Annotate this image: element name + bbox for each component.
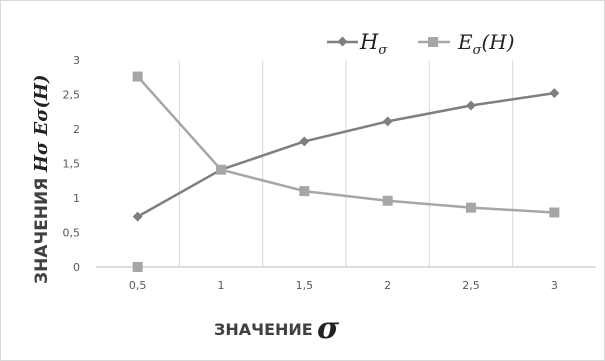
data-point-h-sigma (382, 116, 393, 127)
legend-entry-e-sigma: Eσ(H) (418, 30, 515, 58)
legend-marker-e-sigma (428, 37, 438, 47)
legend-label-h-sigma: Hσ (359, 30, 388, 58)
y-tick-label: 1,5 (63, 158, 81, 171)
data-point-e-sigma-extra (132, 262, 143, 272)
data-point-e-sigma (382, 195, 393, 206)
x-tick-label: 1 (218, 279, 225, 292)
data-point-e-sigma (299, 186, 310, 197)
y-tick-label: 0 (73, 261, 80, 274)
data-point-h-sigma (132, 211, 143, 222)
x-axis-symbol: σ (317, 311, 340, 346)
grid-layer (178, 60, 514, 267)
x-tick-label: 0,5 (129, 279, 147, 292)
data-point-e-sigma (466, 202, 476, 213)
data-point-h-sigma (299, 136, 310, 147)
legend-label-e-sigma: Eσ(H) (457, 30, 515, 58)
y-tick-label: 2,5 (63, 89, 81, 102)
data-point-e-sigma (132, 71, 143, 82)
y-tick-label: 2 (73, 123, 80, 136)
series-line-h-sigma (137, 91, 555, 218)
legend-marker-h-sigma (337, 36, 348, 47)
x-axis-title: ЗНАЧЕНИЕ σ (214, 311, 340, 346)
y-axis-symbols: Hσ Eσ(H) (31, 74, 52, 173)
x-tick-label: 3 (551, 279, 558, 292)
y-tick-label: 3 (73, 54, 80, 67)
series-layer (132, 71, 560, 272)
data-point-h-sigma (466, 100, 476, 111)
y-tick-label: 0,5 (63, 227, 81, 240)
series-line-e-sigma (136, 75, 555, 214)
legend-entry-h-sigma: Hσ (327, 30, 388, 58)
y-tick-label: 1 (73, 192, 80, 205)
x-tick-label: 2 (384, 279, 391, 292)
data-point-e-sigma (216, 164, 226, 175)
axis-layer: 0 0,5 1 1,5 2 2,5 3 0,5 1 1,5 2 2,5 3 (63, 54, 596, 292)
legend: Hσ Eσ(H) (327, 30, 515, 58)
x-tick-label: 1,5 (296, 279, 314, 292)
x-axis-label: ЗНАЧЕНИЕ (214, 320, 313, 339)
y-axis-title: ЗНАЧЕНИЯ Hσ Eσ(H) (31, 74, 52, 284)
y-axis-label: ЗНАЧЕНИЯ (32, 178, 52, 284)
data-point-e-sigma (549, 207, 560, 218)
x-tick-label: 2,5 (462, 279, 480, 292)
data-point-h-sigma (549, 88, 560, 99)
